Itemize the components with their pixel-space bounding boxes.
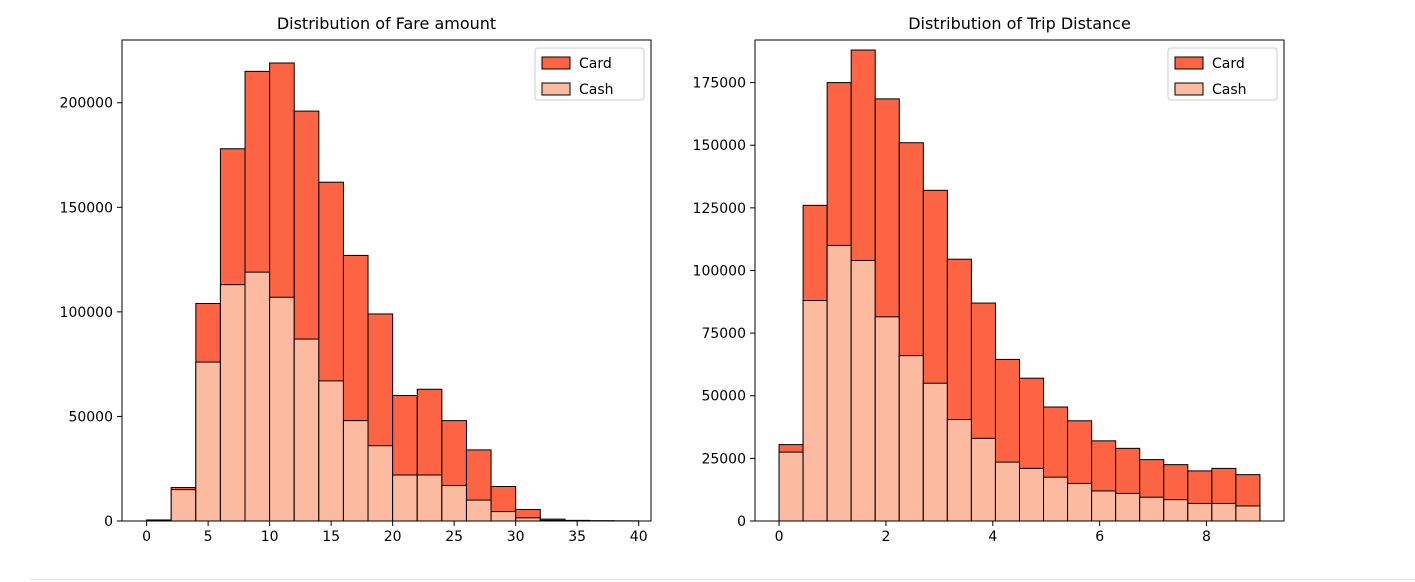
legend-label-cash: Cash [1212, 82, 1247, 98]
legend-swatch-cash [541, 82, 571, 96]
bar-cash [293, 338, 320, 522]
x-tick-label: 5 [204, 529, 213, 545]
x-tick-label: 40 [630, 529, 648, 545]
y-tick-label: 75000 [701, 326, 746, 342]
chart-title: Distribution of Fare amount [277, 14, 496, 33]
bar-cash [342, 420, 369, 522]
x-tick-label: 20 [384, 529, 402, 545]
x-tick-label: 0 [775, 529, 784, 545]
bar-cash [318, 380, 344, 522]
y-tick-label: 50000 [68, 409, 113, 425]
bar-cash [195, 361, 221, 522]
bar-cash [441, 484, 467, 522]
bar-cash [367, 445, 394, 522]
y-tick-label: 125000 [693, 201, 746, 217]
bar-cash [1211, 502, 1237, 522]
bar-cash [219, 284, 246, 522]
bar-cash [970, 437, 996, 522]
legend: Card Cash [1167, 47, 1278, 101]
bar-cash [994, 461, 1020, 522]
y-tick-label: 0 [737, 514, 746, 530]
bar-cash [946, 419, 972, 522]
bar-cash [1067, 482, 1093, 522]
legend-swatch-card [1174, 56, 1204, 70]
legend: Card Cash [534, 47, 645, 101]
bar-cash [778, 451, 804, 522]
output-divider [30, 579, 1415, 580]
x-tick-label: 6 [1095, 529, 1104, 545]
bar-cash [850, 259, 876, 522]
bar-cash [1043, 476, 1069, 522]
y-tick-label: 50000 [701, 389, 746, 405]
bar-cash [490, 511, 517, 522]
bar-cash [1019, 467, 1045, 522]
bar-cash [1187, 502, 1213, 522]
bar-cash [392, 474, 418, 522]
plot-frame [121, 39, 652, 522]
bar-cash [416, 474, 443, 522]
bars [146, 62, 640, 522]
bar-cash [465, 499, 492, 522]
chart-title: Distribution of Trip Distance [908, 14, 1131, 33]
y-tick-label: 100000 [693, 263, 746, 279]
y-tick-label: 150000 [693, 138, 746, 154]
x-tick-label: 15 [322, 529, 340, 545]
chart-panel-1: Distribution of Fare amount 0 5 10 15 20 25 30 3… [60, 14, 652, 545]
plot-frame [754, 39, 1285, 522]
bar-cash [1091, 490, 1117, 522]
x-tick-label: 30 [507, 529, 525, 545]
x-tick-label: 25 [445, 529, 463, 545]
bar-cash [170, 489, 197, 522]
bar-cash [1139, 496, 1165, 522]
legend-swatch-card [541, 56, 571, 70]
bar-cash [826, 244, 852, 522]
bar-cash [874, 316, 900, 522]
x-tick-label: 8 [1202, 529, 1211, 545]
y-tick-label: 0 [104, 514, 113, 530]
chart-panel-2: Distribution of Trip Distance 0 2 4 6 8 0 25000… [693, 14, 1285, 545]
y-tick-label: 25000 [701, 451, 746, 467]
legend-swatch-cash [1174, 82, 1204, 96]
bar-cash [802, 300, 828, 522]
x-tick-label: 0 [142, 529, 151, 545]
bar-cash [244, 271, 271, 522]
y-tick-label: 175000 [693, 76, 746, 92]
x-tick-label: 35 [568, 529, 586, 545]
x-tick-label: 10 [261, 529, 279, 545]
legend-label-card: Card [579, 56, 612, 72]
legend-label-cash: Cash [579, 82, 614, 98]
y-tick-label: 100000 [60, 305, 113, 321]
bar-cash [269, 296, 295, 522]
bar-cash [922, 382, 948, 522]
bar-cash [1115, 492, 1141, 522]
bar-cash [1235, 505, 1261, 522]
bars [778, 49, 1261, 522]
bar-cash [1163, 499, 1189, 522]
x-tick-label: 2 [881, 529, 890, 545]
y-tick-label: 150000 [60, 200, 113, 216]
x-tick-label: 4 [988, 529, 997, 545]
bar-cash [898, 355, 924, 522]
y-tick-label: 200000 [60, 96, 113, 112]
legend-label-card: Card [1212, 56, 1245, 72]
